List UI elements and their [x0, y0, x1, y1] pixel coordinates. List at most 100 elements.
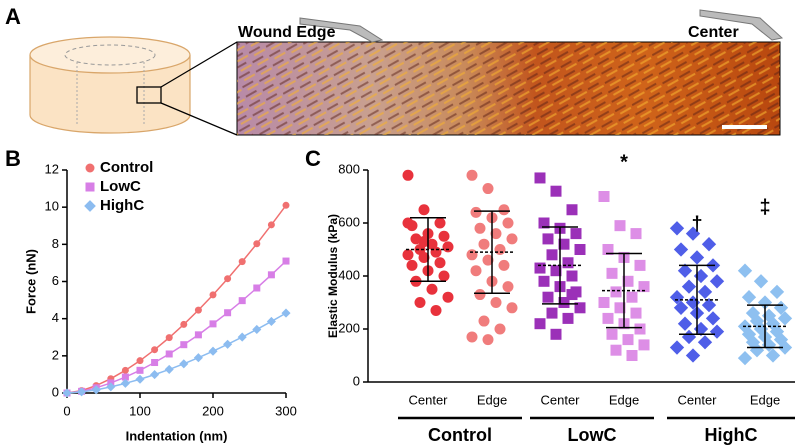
- data-point: [434, 217, 446, 229]
- data-point: [430, 246, 442, 258]
- data-point: [426, 283, 438, 295]
- data-point: [745, 335, 761, 350]
- panel-label: A: [5, 4, 21, 29]
- data-point: [151, 359, 159, 367]
- data-point: [749, 343, 765, 358]
- data-point: [121, 366, 129, 374]
- data-point: [208, 346, 218, 356]
- legend-marker: [85, 163, 95, 173]
- data-point: [669, 340, 685, 355]
- data-point: [558, 238, 570, 250]
- data-point: [669, 221, 685, 236]
- data-point: [209, 291, 217, 299]
- group-label: LowC: [568, 425, 617, 445]
- data-point: [598, 297, 610, 308]
- data-point: [430, 304, 442, 316]
- data-point: [638, 281, 650, 293]
- data-point: [194, 306, 202, 314]
- data-point: [478, 315, 490, 327]
- data-point: [622, 275, 634, 287]
- data-point: [223, 339, 233, 349]
- data-point: [470, 265, 482, 277]
- data-point: [474, 222, 486, 234]
- data-point: [753, 321, 769, 337]
- data-point: [550, 185, 562, 197]
- panel-label: B: [5, 146, 21, 171]
- y-tick-label: 600: [338, 214, 360, 229]
- data-point: [562, 312, 574, 324]
- data-point: [490, 228, 502, 240]
- data-point: [238, 258, 246, 266]
- legend-label: LowC: [100, 178, 141, 195]
- x-tick-label: Edge: [750, 392, 780, 407]
- data-point: [602, 312, 614, 324]
- image-label: Wound Edge: [238, 24, 336, 41]
- data-point: [506, 233, 518, 245]
- data-point: [685, 295, 701, 310]
- series-line: [66, 312, 287, 394]
- data-point: [777, 340, 793, 355]
- data-point: [574, 244, 586, 255]
- data-point: [224, 275, 232, 283]
- x-tick-label: 200: [202, 403, 224, 418]
- y-tick-label: 10: [45, 199, 59, 214]
- y-axis-label: Elastic Modulus (kPa): [326, 214, 340, 338]
- data-point: [164, 364, 174, 374]
- data-point: [434, 257, 446, 269]
- legend-label: Control: [100, 159, 153, 176]
- data-point: [482, 254, 494, 266]
- data-point: [502, 217, 514, 229]
- data-point: [494, 323, 506, 335]
- data-point: [538, 275, 550, 287]
- x-tick-label: Center: [677, 392, 717, 407]
- data-point: [194, 331, 202, 339]
- data-point: [414, 297, 426, 308]
- data-point: [136, 366, 144, 374]
- x-tick-label: 300: [275, 403, 297, 418]
- data-point: [634, 259, 646, 271]
- data-point: [474, 289, 486, 301]
- x-tick-label: Center: [408, 392, 448, 407]
- data-point: [135, 374, 145, 384]
- data-point: [136, 357, 144, 365]
- data-point: [209, 320, 217, 328]
- data-point: [498, 259, 510, 271]
- data-point: [701, 298, 717, 313]
- data-point: [709, 324, 725, 339]
- data-point: [438, 230, 450, 242]
- legend-marker: [85, 182, 95, 192]
- data-point: [193, 353, 203, 363]
- data-point: [266, 316, 276, 327]
- data-point: [685, 348, 701, 363]
- y-tick-label: 2: [52, 347, 59, 362]
- data-point: [402, 217, 414, 229]
- data-point: [180, 341, 188, 349]
- data-point: [482, 183, 494, 195]
- data-point: [62, 388, 72, 398]
- data-point: [478, 238, 490, 250]
- data-point: [669, 290, 685, 305]
- data-point: [610, 286, 622, 298]
- data-point: [418, 204, 430, 216]
- annotation: ‡: [759, 196, 770, 218]
- data-point: [737, 263, 753, 278]
- data-point: [546, 307, 558, 319]
- y-tick-label: 12: [45, 161, 59, 176]
- data-point: [630, 228, 642, 240]
- data-point: [602, 244, 614, 255]
- data-point: [442, 241, 454, 253]
- data-point: [598, 191, 610, 202]
- data-point: [566, 204, 578, 216]
- data-point: [753, 274, 769, 289]
- data-point: [106, 382, 116, 392]
- data-point: [634, 323, 646, 335]
- series-line: [66, 260, 287, 394]
- data-point: [757, 295, 773, 310]
- data-point: [466, 249, 478, 261]
- data-point: [610, 344, 622, 356]
- data-point: [438, 270, 450, 282]
- y-axis-label: Force (nN): [23, 249, 38, 314]
- data-point: [689, 250, 705, 265]
- data-point: [542, 233, 554, 245]
- legend-marker: [84, 200, 96, 212]
